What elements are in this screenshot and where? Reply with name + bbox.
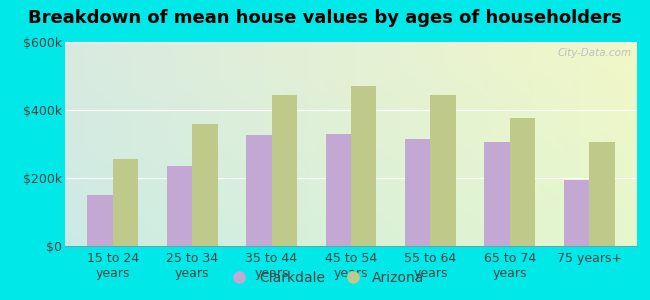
Bar xyxy=(192,124,218,246)
Bar xyxy=(112,159,138,246)
Bar xyxy=(351,86,376,246)
Bar xyxy=(246,136,272,246)
Bar xyxy=(326,134,351,246)
Bar xyxy=(590,142,615,246)
Bar xyxy=(484,142,510,246)
Legend: Clarkdale, Arizona: Clarkdale, Arizona xyxy=(220,265,430,290)
Bar xyxy=(87,195,112,246)
Text: City-Data.com: City-Data.com xyxy=(557,48,631,58)
Bar xyxy=(166,166,192,246)
Bar xyxy=(272,95,297,246)
Bar xyxy=(405,139,430,246)
Bar xyxy=(564,180,590,246)
Bar xyxy=(510,118,536,246)
Text: Breakdown of mean house values by ages of householders: Breakdown of mean house values by ages o… xyxy=(28,9,622,27)
Bar xyxy=(430,95,456,246)
